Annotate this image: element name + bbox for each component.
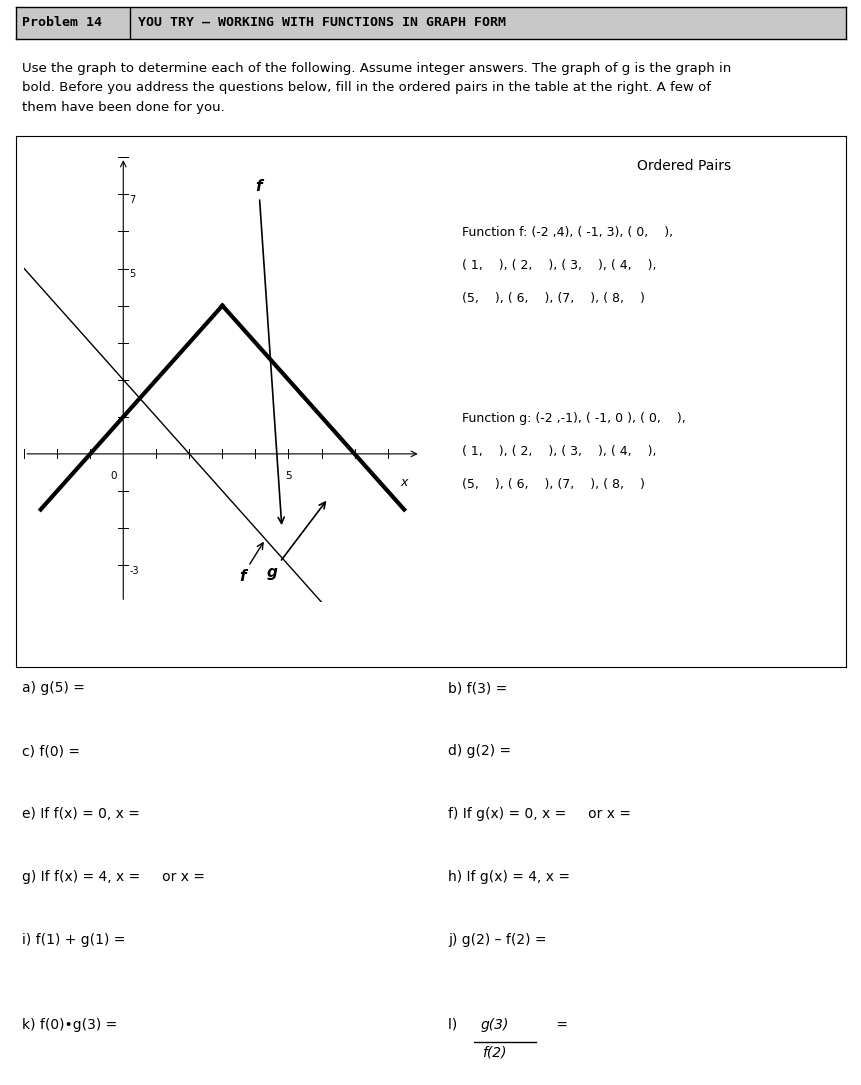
- Text: b) f(3) =: b) f(3) =: [448, 681, 507, 695]
- Text: bold. Before you address the questions below, fill in the ordered pairs in the t: bold. Before you address the questions b…: [22, 81, 709, 94]
- Text: Problem 14: Problem 14: [22, 16, 102, 29]
- Text: f: f: [238, 542, 263, 584]
- Text: Function g: (-2 ,-1), ( -1, 0 ), ( 0,    ),: Function g: (-2 ,-1), ( -1, 0 ), ( 0, ),: [461, 411, 685, 424]
- Text: (5,    ), ( 6,    ), (7,    ), ( 8,    ): (5, ), ( 6, ), (7, ), ( 8, ): [461, 477, 645, 490]
- Text: l): l): [448, 1018, 461, 1032]
- Text: k) f(0)•g(3) =: k) f(0)•g(3) =: [22, 1018, 116, 1032]
- Text: 5: 5: [129, 269, 135, 279]
- Text: g: g: [266, 502, 325, 580]
- Text: e) If f(x) = 0, x =: e) If f(x) = 0, x =: [22, 807, 139, 821]
- Text: i) f(1) + g(1) =: i) f(1) + g(1) =: [22, 933, 125, 947]
- Text: Ordered Pairs: Ordered Pairs: [636, 159, 731, 174]
- Text: d) g(2) =: d) g(2) =: [448, 744, 511, 758]
- Text: c) f(0) =: c) f(0) =: [22, 744, 79, 758]
- Text: ( 1,    ), ( 2,    ), ( 3,    ), ( 4,    ),: ( 1, ), ( 2, ), ( 3, ), ( 4, ),: [461, 445, 656, 458]
- Text: them have been done for you.: them have been done for you.: [22, 101, 224, 114]
- Text: f: f: [255, 179, 284, 523]
- Text: g(3): g(3): [480, 1018, 508, 1032]
- Text: a) g(5) =: a) g(5) =: [22, 681, 84, 695]
- Text: 5: 5: [285, 471, 292, 481]
- Text: 0: 0: [110, 471, 116, 481]
- Text: -3: -3: [129, 565, 139, 576]
- Text: g) If f(x) = 4, x =     or x =: g) If f(x) = 4, x = or x =: [22, 870, 204, 884]
- Text: YOU TRY – WORKING WITH FUNCTIONS IN GRAPH FORM: YOU TRY – WORKING WITH FUNCTIONS IN GRAP…: [138, 16, 505, 29]
- Text: =: =: [551, 1018, 567, 1032]
- Text: 7: 7: [129, 195, 135, 205]
- Text: h) If g(x) = 4, x =: h) If g(x) = 4, x =: [448, 870, 570, 884]
- Text: ( 1,    ), ( 2,    ), ( 3,    ), ( 4,    ),: ( 1, ), ( 2, ), ( 3, ), ( 4, ),: [461, 258, 656, 271]
- Text: f) If g(x) = 0, x =     or x =: f) If g(x) = 0, x = or x =: [448, 807, 630, 821]
- Text: j) g(2) – f(2) =: j) g(2) – f(2) =: [448, 933, 546, 947]
- Text: (5,    ), ( 6,    ), (7,    ), ( 8,    ): (5, ), ( 6, ), (7, ), ( 8, ): [461, 292, 645, 305]
- Text: f(2): f(2): [482, 1045, 506, 1059]
- Text: Use the graph to determine each of the following. Assume integer answers. The gr: Use the graph to determine each of the f…: [22, 62, 730, 75]
- Text: x: x: [400, 476, 407, 489]
- Text: Function f: (-2 ,4), ( -1, 3), ( 0,    ),: Function f: (-2 ,4), ( -1, 3), ( 0, ),: [461, 226, 672, 239]
